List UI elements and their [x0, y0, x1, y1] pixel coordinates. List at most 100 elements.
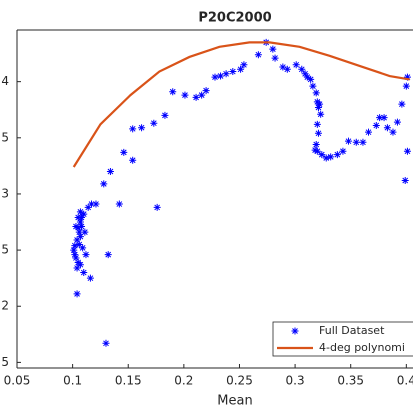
point: [237, 65, 245, 73]
x-tick-label: 0.3: [286, 374, 305, 388]
point: [311, 146, 319, 154]
point: [307, 75, 315, 83]
point: [150, 119, 158, 127]
point: [72, 254, 80, 262]
point: [198, 91, 206, 99]
point: [76, 218, 84, 226]
x-tick-label: 0.25: [226, 374, 253, 388]
point: [73, 264, 81, 272]
x-axis-label: Mean: [217, 394, 252, 409]
point: [309, 82, 317, 90]
point: [313, 120, 321, 128]
x-tick-label: 0.1: [63, 374, 82, 388]
point: [312, 141, 320, 149]
point: [169, 88, 177, 96]
point: [339, 147, 347, 155]
point: [365, 128, 373, 136]
point: [222, 70, 230, 78]
point: [138, 124, 146, 132]
x-tick-label: 0.35: [337, 374, 364, 388]
point: [271, 54, 279, 62]
x-tick-label: 0.4: [397, 374, 413, 388]
point: [76, 261, 84, 269]
point: [80, 269, 88, 277]
point: [314, 103, 322, 111]
point: [71, 242, 79, 250]
point: [181, 91, 189, 99]
point: [312, 89, 320, 97]
point: [82, 251, 90, 259]
chart-title: P20C2000: [198, 11, 271, 26]
point: [254, 51, 262, 59]
point: [192, 93, 200, 101]
point: [73, 290, 81, 298]
point: [303, 73, 311, 81]
point: [376, 114, 384, 122]
point: [73, 236, 81, 244]
point: [70, 246, 78, 254]
x-tick-label: 0.2: [174, 374, 193, 388]
point: [344, 137, 352, 145]
point: [318, 151, 326, 159]
point: [298, 65, 306, 73]
point: [403, 73, 411, 81]
y-tick-label: 5: [1, 355, 9, 369]
point: [115, 200, 123, 208]
point: [269, 45, 277, 53]
x-tick-label: 0.05: [4, 374, 31, 388]
point: [292, 61, 300, 69]
point: [359, 138, 367, 146]
point: [211, 73, 219, 81]
point: [202, 87, 210, 95]
point: [317, 110, 325, 118]
point: [401, 176, 409, 184]
point: [80, 210, 88, 218]
point: [86, 274, 94, 282]
point: [78, 223, 86, 231]
point: [102, 339, 110, 347]
y-tick-label: 3: [1, 186, 9, 200]
point: [129, 125, 137, 133]
fit-line: [72, 41, 410, 168]
point: [403, 147, 411, 155]
legend-marker: [291, 327, 299, 335]
point: [380, 114, 388, 122]
point: [301, 70, 309, 78]
point: [398, 100, 406, 108]
point: [327, 153, 335, 161]
point: [240, 61, 248, 69]
point: [120, 148, 128, 156]
point: [316, 100, 324, 108]
point: [84, 203, 92, 211]
point: [129, 156, 137, 164]
point: [72, 223, 80, 231]
point: [279, 63, 287, 71]
point: [76, 233, 84, 241]
point: [74, 224, 82, 232]
point: [393, 118, 401, 126]
y-tick-label: 4: [1, 74, 9, 88]
x-tick-label: 0.15: [115, 374, 142, 388]
point: [314, 129, 322, 137]
point: [313, 147, 321, 155]
legend-label: Full Dataset: [319, 324, 385, 337]
point: [322, 154, 330, 162]
point: [402, 82, 410, 90]
point: [153, 203, 161, 211]
y-tick-label: 5: [1, 243, 9, 257]
point: [352, 138, 360, 146]
point: [81, 228, 89, 236]
y-tick-label: 2: [1, 299, 9, 313]
legend-box: [272, 321, 413, 357]
point: [229, 68, 237, 76]
point: [74, 214, 82, 222]
point: [389, 128, 397, 136]
point: [76, 208, 84, 216]
point: [75, 228, 83, 236]
point: [104, 251, 112, 259]
legend-label: 4-deg polynomi: [319, 341, 405, 354]
point: [106, 167, 114, 175]
y-tick-label: 5: [1, 130, 9, 144]
point: [88, 200, 96, 208]
